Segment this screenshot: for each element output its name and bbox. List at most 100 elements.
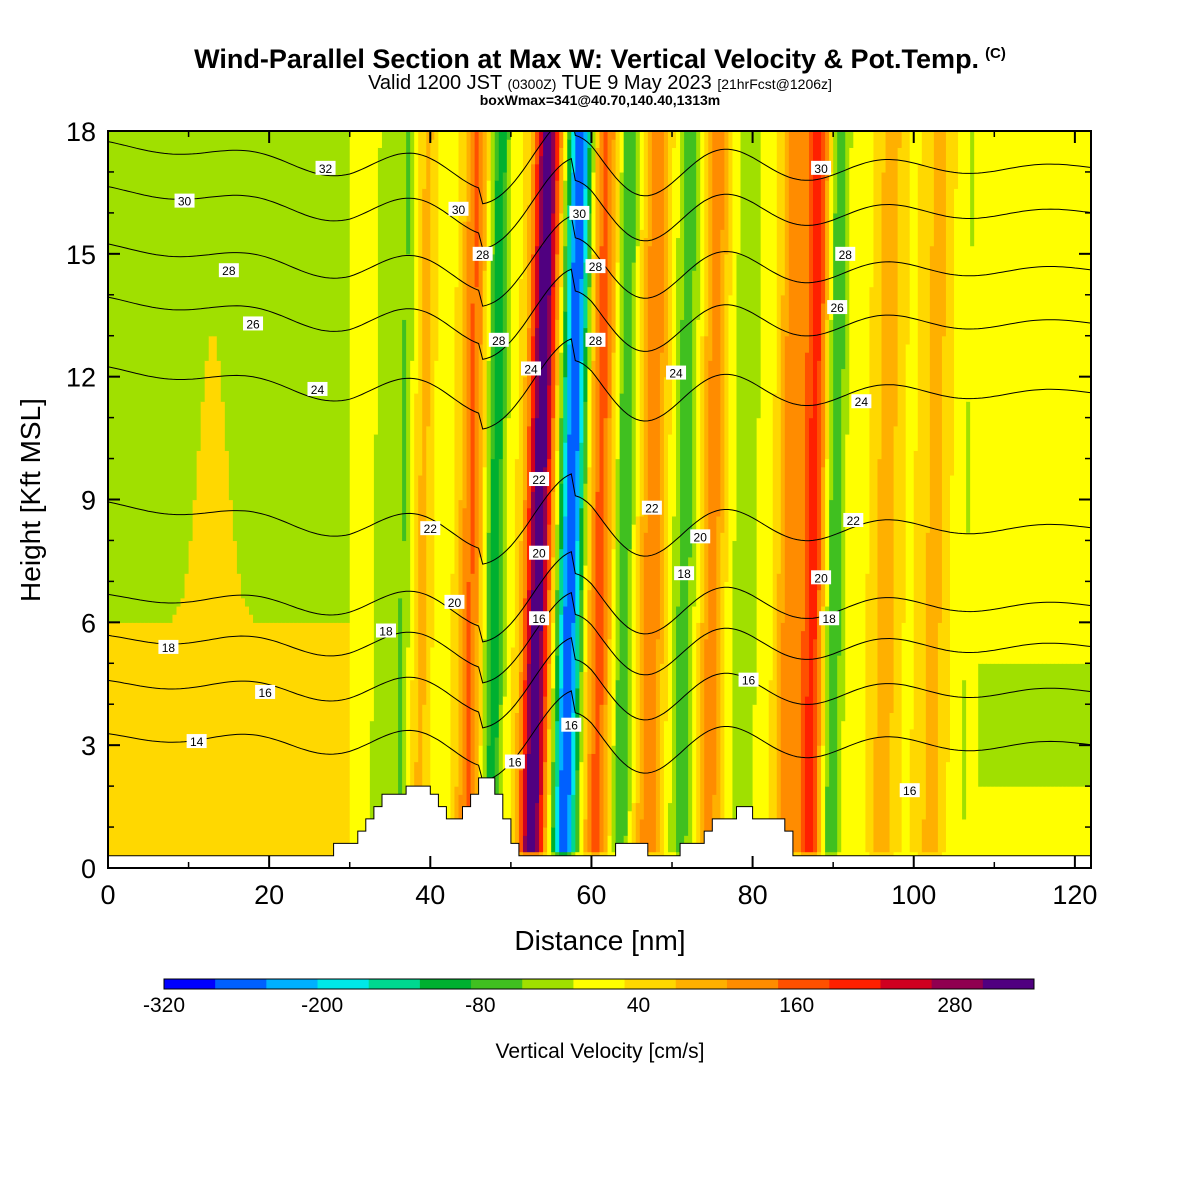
heatmap-cell [406, 253, 411, 648]
contour-label-bg [569, 205, 590, 220]
heatmap-cell [543, 131, 548, 468]
heatmap-cell [603, 417, 609, 705]
colorbar-swatch [368, 979, 421, 989]
heatmap-cell [1042, 131, 1048, 664]
heatmap-cell [998, 786, 1003, 868]
heatmap-cell [547, 294, 552, 386]
heatmap-cell [627, 131, 633, 550]
colorbar-swatch [880, 979, 933, 989]
heatmap-cell [426, 425, 431, 853]
heatmap-cell [672, 147, 677, 517]
heatmap-cell [551, 212, 556, 288]
heatmap-cell [236, 131, 242, 574]
heatmap-cell [555, 786, 560, 853]
heatmap-cell [873, 736, 879, 853]
heatmap-cell [1010, 663, 1016, 787]
heatmap-cell [1038, 131, 1044, 664]
theta-contour-26 [108, 268, 1091, 361]
heatmap-cell [575, 614, 580, 689]
heatmap-cell [253, 622, 258, 868]
heatmap-cell [841, 131, 846, 370]
heatmap-cell [603, 131, 609, 419]
heatmap-cell [526, 753, 532, 853]
heatmap-cell [369, 720, 375, 853]
contour-label-bg [529, 611, 550, 626]
heatmap-cell [305, 622, 311, 868]
heatmap-cell [978, 131, 983, 664]
heatmap-cell [639, 515, 645, 820]
contour-label-bg [488, 332, 509, 347]
heatmap-cell [301, 131, 307, 623]
heatmap-cell [958, 131, 963, 868]
heatmap-cell [1022, 663, 1028, 787]
contour-label: 24 [851, 394, 872, 409]
contour-label: 16 [738, 672, 759, 688]
box-info: boxWmax=341@40.70,140.40,1313m [479, 92, 721, 108]
colorbar-tick-label: 40 [627, 994, 650, 1017]
heatmap-cell [377, 131, 383, 148]
heatmap-cell [377, 147, 383, 853]
heatmap-cell [539, 630, 544, 722]
heatmap-cell [543, 696, 548, 763]
heatmap-cell [635, 515, 641, 804]
contour-label: 20 [529, 545, 550, 561]
heatmap-cell [563, 180, 568, 247]
heatmap-cell [176, 131, 182, 607]
heatmap-cell [571, 622, 576, 714]
heatmap-cell [539, 245, 544, 632]
heatmap-cell [655, 131, 661, 640]
heatmap-cell [357, 131, 363, 868]
contour-label-text: 24 [669, 367, 683, 381]
heatmap-cell [591, 253, 597, 361]
heatmap-cell [571, 131, 576, 173]
heatmap-cell [563, 311, 568, 378]
heatmap-cell [1070, 131, 1076, 664]
heatmap-cell [406, 131, 411, 255]
heatmap-cell [490, 131, 496, 255]
heatmap-cell [631, 524, 637, 804]
heatmap-cell [164, 131, 170, 623]
heatmap-cell [925, 131, 931, 533]
heatmap-cell [587, 131, 593, 148]
heatmap-cell [518, 540, 524, 673]
heatmap-cell [579, 761, 584, 868]
heatmap-cell [905, 343, 911, 868]
contour-label-text: 16 [258, 686, 272, 700]
heatmap-cell [603, 704, 609, 853]
heatmap-cell [474, 622, 480, 845]
heatmap-cell [998, 663, 1003, 787]
contour-label-text: 20 [694, 530, 708, 544]
contour-label-bg [641, 500, 662, 515]
y-tick-label: 3 [81, 731, 96, 761]
contour-label-text: 20 [448, 596, 462, 610]
heatmap-cell [490, 458, 496, 853]
heatmap-cell [1010, 131, 1016, 664]
heatmap-cell [506, 131, 512, 140]
heatmap-cell [410, 131, 415, 361]
heatmap-cell [676, 605, 681, 853]
contour-label-text: 28 [222, 264, 236, 278]
heatmap-cell [228, 131, 234, 501]
heatmap-cell [450, 573, 456, 868]
contour-label-text: 26 [246, 317, 260, 331]
x-axis-label: Distance [nm] [514, 925, 685, 956]
heatmap-cell [591, 360, 597, 509]
heatmap-cell [518, 671, 524, 771]
heatmap-cell [567, 204, 572, 271]
contour-label: 14 [186, 734, 207, 749]
heatmap-cell [526, 425, 532, 509]
heatmap-cell [277, 622, 282, 868]
heatmap-cell [567, 433, 572, 795]
contour-label-text: 28 [476, 248, 490, 262]
heatmap-cell [434, 131, 439, 361]
heatmap-cell [575, 131, 580, 451]
heatmap-cell [555, 589, 560, 656]
heatmap-cell [535, 163, 540, 247]
heatmap-cell [643, 532, 649, 853]
theta-contour-14 [108, 690, 1091, 782]
contour-label: 30 [174, 193, 195, 209]
heatmap-cell [921, 818, 927, 853]
heatmap-cell [740, 131, 746, 853]
heatmap-cell [148, 131, 153, 623]
heatmap-cell [228, 499, 234, 868]
